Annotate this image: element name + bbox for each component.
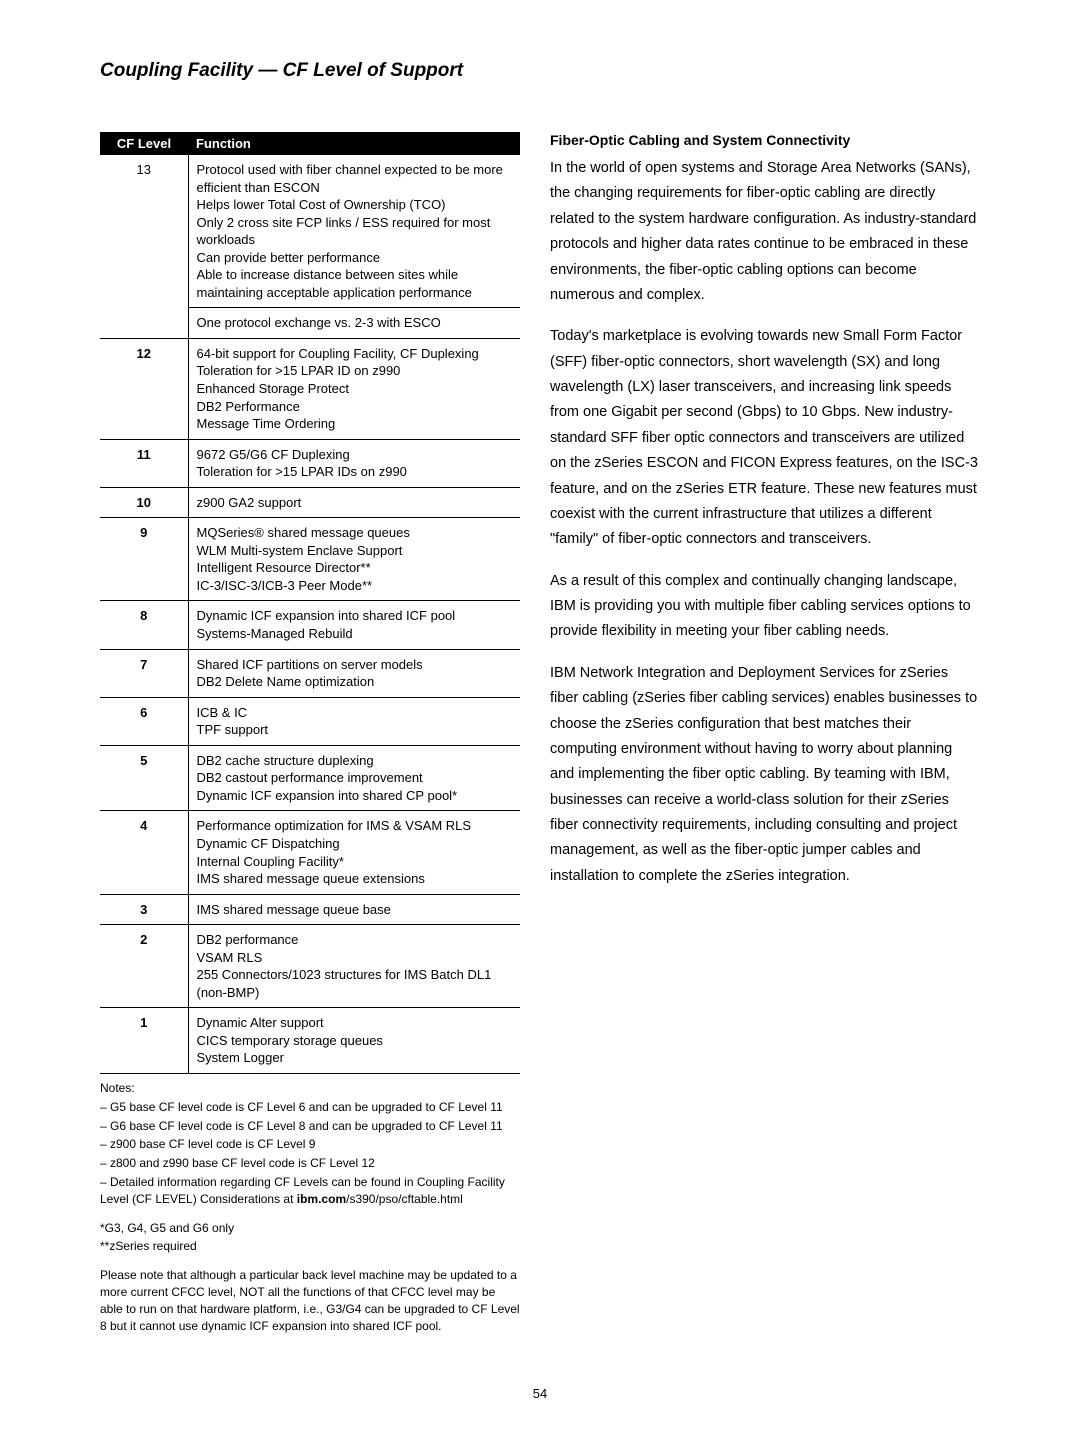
two-column-layout: CF Level Function 13Protocol used with f… <box>100 132 980 1336</box>
cf-level-cell: 3 <box>100 894 188 925</box>
cf-function-cell: DB2 performanceVSAM RLS255 Connectors/10… <box>188 925 520 1008</box>
cf-level-cell: 6 <box>100 697 188 745</box>
paragraph: IBM Network Integration and Deployment S… <box>550 661 980 889</box>
section-heading: Fiber-Optic Cabling and System Connectiv… <box>550 132 980 148</box>
paragraph: As a result of this complex and continua… <box>550 569 980 645</box>
cf-function-cell: z900 GA2 support <box>188 487 520 518</box>
table-row: 3IMS shared message queue base <box>100 894 520 925</box>
table-row: 1Dynamic Alter supportCICS temporary sto… <box>100 1008 520 1074</box>
page-title: Coupling Facility — CF Level of Support <box>100 60 980 82</box>
table-row: 7Shared ICF partitions on server modelsD… <box>100 649 520 697</box>
cf-level-cell <box>100 308 188 339</box>
table-row: 4Performance optimization for IMS & VSAM… <box>100 811 520 894</box>
cf-function-cell: Dynamic Alter supportCICS temporary stor… <box>188 1008 520 1074</box>
table-row: 13Protocol used with fiber channel expec… <box>100 155 520 308</box>
notes-label: Notes: <box>100 1080 520 1097</box>
table-header-level: CF Level <box>100 132 188 155</box>
notes-item: – z900 base CF level code is CF Level 9 <box>100 1136 520 1153</box>
cf-function-cell: Protocol used with fiber channel expecte… <box>188 155 520 308</box>
page-number: 54 <box>100 1386 980 1401</box>
cf-level-cell: 11 <box>100 439 188 487</box>
notes-detail: – Detailed information regarding CF Leve… <box>100 1174 520 1208</box>
paragraph: Today's marketplace is evolving towards … <box>550 324 980 552</box>
cf-function-cell: Shared ICF partitions on server modelsDB… <box>188 649 520 697</box>
table-row: 10z900 GA2 support <box>100 487 520 518</box>
cf-function-cell: 9672 G5/G6 CF DuplexingToleration for >1… <box>188 439 520 487</box>
table-row: 2DB2 performanceVSAM RLS255 Connectors/1… <box>100 925 520 1008</box>
notes-final: Please note that although a particular b… <box>100 1267 520 1334</box>
cf-function-cell: IMS shared message queue base <box>188 894 520 925</box>
cf-function-cell: Performance optimization for IMS & VSAM … <box>188 811 520 894</box>
table-row: 9MQSeries® shared message queuesWLM Mult… <box>100 518 520 601</box>
cf-level-cell: 2 <box>100 925 188 1008</box>
cf-function-cell: ICB & ICTPF support <box>188 697 520 745</box>
cf-function-cell: One protocol exchange vs. 2-3 with ESCO <box>188 308 520 339</box>
left-column: CF Level Function 13Protocol used with f… <box>100 132 520 1336</box>
cf-level-cell: 4 <box>100 811 188 894</box>
cf-level-cell: 7 <box>100 649 188 697</box>
table-row: 5DB2 cache structure duplexingDB2 castou… <box>100 745 520 811</box>
paragraph: In the world of open systems and Storage… <box>550 156 980 308</box>
cf-level-cell: 13 <box>100 155 188 308</box>
table-row: One protocol exchange vs. 2-3 with ESCO <box>100 308 520 339</box>
cf-level-cell: 1 <box>100 1008 188 1074</box>
table-row: 8Dynamic ICF expansion into shared ICF p… <box>100 601 520 649</box>
cf-level-cell: 5 <box>100 745 188 811</box>
cf-level-cell: 12 <box>100 338 188 439</box>
notes-block: Notes: – G5 base CF level code is CF Lev… <box>100 1080 520 1334</box>
cf-level-cell: 9 <box>100 518 188 601</box>
notes-item: – z800 and z990 base CF level code is CF… <box>100 1155 520 1172</box>
cf-level-cell: 8 <box>100 601 188 649</box>
table-row: 6ICB & ICTPF support <box>100 697 520 745</box>
cf-level-cell: 10 <box>100 487 188 518</box>
right-column: Fiber-Optic Cabling and System Connectiv… <box>550 132 980 1336</box>
table-row: 119672 G5/G6 CF DuplexingToleration for … <box>100 439 520 487</box>
document-page: Coupling Facility — CF Level of Support … <box>0 0 1080 1441</box>
table-row: 1264-bit support for Coupling Facility, … <box>100 338 520 439</box>
cf-function-cell: DB2 cache structure duplexingDB2 castout… <box>188 745 520 811</box>
cf-function-cell: MQSeries® shared message queuesWLM Multi… <box>188 518 520 601</box>
table-header-function: Function <box>188 132 520 155</box>
notes-item: – G5 base CF level code is CF Level 6 an… <box>100 1099 520 1116</box>
cf-function-cell: Dynamic ICF expansion into shared ICF po… <box>188 601 520 649</box>
notes-item: – G6 base CF level code is CF Level 8 an… <box>100 1118 520 1135</box>
cf-function-cell: 64-bit support for Coupling Facility, CF… <box>188 338 520 439</box>
notes-star: *G3, G4, G5 and G6 only <box>100 1220 520 1237</box>
cf-level-table: CF Level Function 13Protocol used with f… <box>100 132 520 1074</box>
notes-star: **zSeries required <box>100 1238 520 1255</box>
